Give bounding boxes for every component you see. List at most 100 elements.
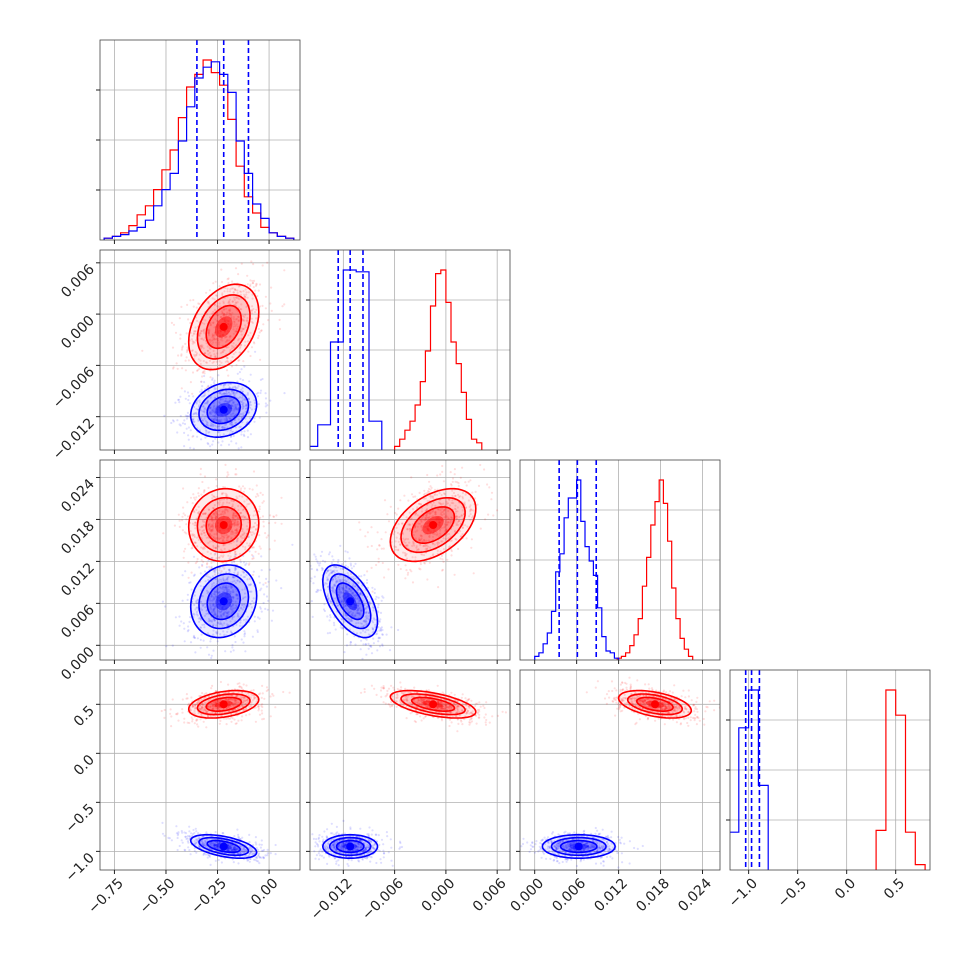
point	[226, 508, 229, 512]
point	[207, 559, 210, 562]
point	[245, 573, 248, 577]
point	[205, 726, 208, 729]
point	[232, 345, 235, 348]
point	[246, 699, 249, 702]
point	[236, 612, 239, 616]
point	[184, 359, 187, 362]
point	[221, 310, 224, 313]
point	[365, 610, 368, 613]
point	[236, 537, 239, 540]
point	[278, 327, 282, 331]
point	[371, 631, 374, 634]
point	[193, 355, 196, 358]
point	[185, 356, 188, 359]
point	[313, 553, 316, 556]
point	[257, 706, 260, 709]
point	[189, 446, 192, 449]
point	[220, 537, 223, 540]
point	[239, 377, 242, 380]
point	[239, 511, 243, 515]
point	[202, 370, 205, 373]
point	[488, 486, 491, 489]
point	[212, 603, 215, 606]
point	[232, 430, 235, 433]
point	[236, 524, 239, 527]
panel-content-1-0	[100, 250, 300, 450]
point	[211, 493, 214, 496]
point	[219, 398, 222, 401]
point	[439, 550, 442, 553]
point	[199, 638, 202, 642]
point	[226, 536, 229, 539]
point	[266, 688, 270, 691]
point	[372, 609, 375, 612]
point	[212, 506, 215, 509]
point	[225, 493, 228, 496]
point	[214, 387, 217, 390]
point	[163, 716, 166, 720]
point	[213, 584, 216, 587]
point	[200, 346, 203, 349]
point	[241, 379, 245, 382]
point	[196, 319, 199, 322]
point	[233, 298, 236, 301]
point	[331, 590, 334, 593]
point	[374, 623, 377, 626]
point	[233, 718, 236, 721]
point	[229, 844, 232, 847]
point	[479, 463, 482, 467]
point	[227, 383, 230, 386]
point	[398, 533, 401, 536]
point	[243, 344, 246, 347]
point	[186, 349, 189, 352]
point	[234, 351, 237, 354]
point	[370, 652, 374, 655]
point	[347, 574, 350, 577]
point	[252, 853, 255, 856]
point	[236, 572, 239, 575]
point	[228, 698, 231, 701]
point	[224, 586, 227, 589]
point	[456, 506, 459, 509]
point	[217, 419, 220, 422]
point	[234, 523, 238, 527]
point	[222, 577, 225, 580]
point	[231, 531, 235, 534]
point	[197, 837, 200, 840]
point	[394, 540, 397, 543]
point	[245, 714, 248, 717]
point	[174, 401, 177, 404]
point	[338, 585, 341, 588]
point	[248, 380, 251, 383]
point	[453, 468, 456, 471]
point	[235, 593, 238, 596]
point	[203, 372, 206, 375]
point	[256, 294, 259, 298]
point	[183, 627, 186, 630]
point	[367, 642, 370, 646]
point	[420, 553, 423, 556]
point	[246, 340, 249, 343]
point	[209, 354, 212, 357]
point	[223, 536, 226, 540]
point	[446, 558, 449, 561]
point	[335, 580, 338, 583]
point	[248, 577, 251, 581]
point	[233, 288, 236, 291]
point	[188, 581, 191, 584]
point	[381, 643, 384, 646]
point	[251, 279, 254, 283]
point	[468, 505, 471, 509]
point	[225, 561, 228, 564]
point	[237, 836, 240, 839]
point	[239, 308, 242, 311]
point	[366, 595, 369, 598]
point	[219, 699, 222, 702]
point	[423, 540, 426, 543]
point	[419, 540, 422, 543]
point	[226, 498, 229, 501]
point	[344, 614, 347, 617]
point	[170, 421, 173, 425]
point	[434, 511, 437, 514]
point	[214, 547, 218, 550]
